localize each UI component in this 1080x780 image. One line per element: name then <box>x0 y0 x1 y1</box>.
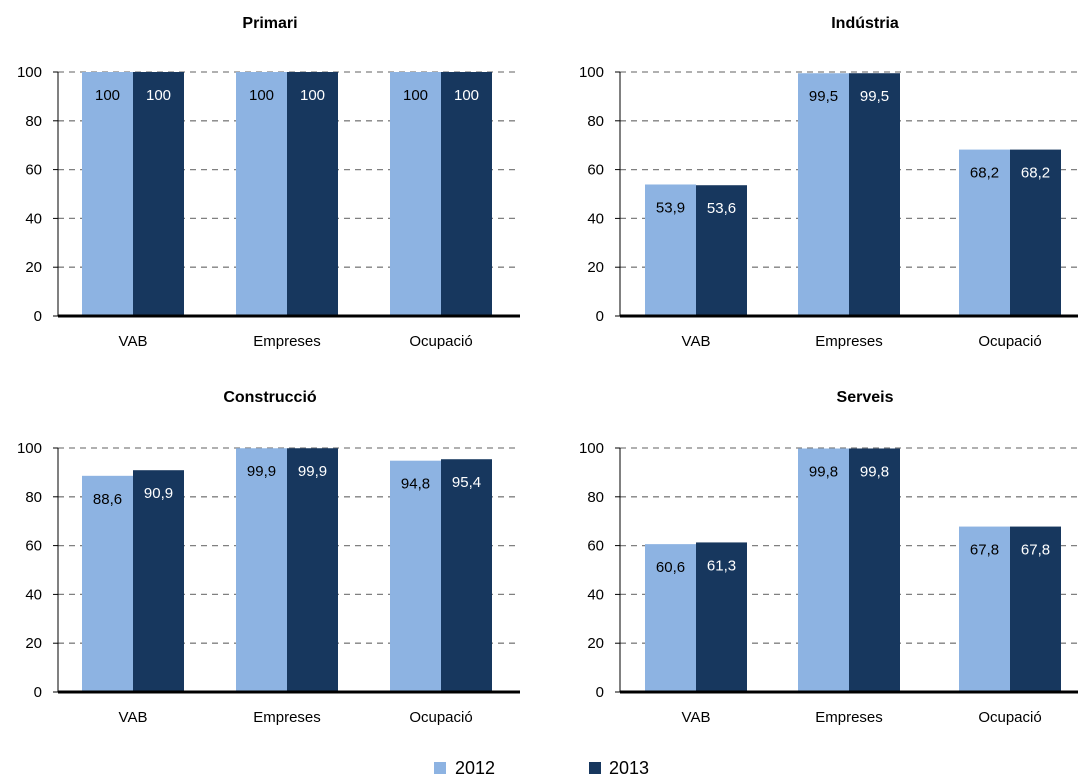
legend-swatch-2013 <box>589 762 601 774</box>
y-tick-label: 80 <box>25 113 42 130</box>
bar-2012 <box>236 72 287 316</box>
data-label: 99,9 <box>247 463 276 480</box>
data-label: 68,2 <box>1021 165 1050 182</box>
chart-panel: Serveis 0 20 40 60 80 100 60,6 61,3 VAB 99,8 99,8 Em… <box>579 389 1078 726</box>
y-tick-label: 100 <box>579 64 604 81</box>
bar-2012 <box>645 184 696 316</box>
data-label: 95,4 <box>452 474 481 491</box>
bar-2012 <box>82 475 133 692</box>
data-label: 53,9 <box>656 199 685 216</box>
bar-2012 <box>959 149 1010 316</box>
bar-2013 <box>696 542 747 692</box>
y-tick-label: 60 <box>587 538 604 555</box>
bar-2012 <box>798 448 849 692</box>
y-tick-label: 20 <box>587 635 604 652</box>
chart-panel: Indústria 0 20 40 60 80 100 53,9 53,6 VAB 99,5 99,5… <box>579 15 1078 350</box>
data-label: 88,6 <box>93 491 122 508</box>
data-label: 99,8 <box>860 463 889 480</box>
data-label: 60,6 <box>656 559 685 576</box>
category-label: VAB <box>682 709 711 726</box>
bar-2013 <box>1010 526 1061 692</box>
y-tick-label: 80 <box>587 113 604 130</box>
y-tick-label: 100 <box>579 440 604 457</box>
y-tick-label: 0 <box>596 684 604 701</box>
data-label: 100 <box>403 87 428 104</box>
bar-2013 <box>287 448 338 692</box>
y-tick-label: 20 <box>25 635 42 652</box>
category-label: VAB <box>682 333 711 350</box>
bar-2012 <box>645 544 696 692</box>
data-label: 67,8 <box>970 542 999 559</box>
category-label: VAB <box>119 709 148 726</box>
bar-2013 <box>441 459 492 692</box>
data-label: 100 <box>300 87 325 104</box>
bar-2012 <box>959 526 1010 692</box>
y-tick-label: 60 <box>587 162 604 179</box>
bar-2012 <box>236 448 287 692</box>
category-label: Ocupació <box>409 333 472 350</box>
chart-title: Serveis <box>837 389 894 406</box>
chart-title: Primari <box>242 15 297 32</box>
y-tick-label: 0 <box>34 308 42 325</box>
data-label: 100 <box>95 87 120 104</box>
data-label: 99,8 <box>809 463 838 480</box>
bar-2012 <box>82 72 133 316</box>
y-tick-label: 0 <box>34 684 42 701</box>
category-label: Ocupació <box>978 333 1041 350</box>
data-label: 100 <box>249 87 274 104</box>
category-label: Ocupació <box>409 709 472 726</box>
bar-2013 <box>849 448 900 692</box>
charts-grid: Primari 0 20 40 60 80 100 100 100 VAB 100 100 Empres… <box>17 15 1078 726</box>
legend-swatch-2012 <box>434 762 446 774</box>
y-tick-label: 20 <box>25 259 42 276</box>
bar-2012 <box>390 72 441 316</box>
bar-2013 <box>133 470 184 692</box>
chart-panel: Primari 0 20 40 60 80 100 100 100 VAB 100 100 Empres… <box>17 15 520 350</box>
y-tick-label: 40 <box>25 210 42 227</box>
y-tick-label: 80 <box>587 489 604 506</box>
chart-title: Construcció <box>223 389 317 406</box>
category-label: Ocupació <box>978 709 1041 726</box>
data-label: 99,9 <box>298 463 327 480</box>
y-tick-label: 100 <box>17 64 42 81</box>
data-label: 67,8 <box>1021 542 1050 559</box>
chart-title: Indústria <box>831 15 899 32</box>
data-label: 94,8 <box>401 476 430 493</box>
category-label: Empreses <box>815 333 883 350</box>
data-label: 53,6 <box>707 200 736 217</box>
bar-2013 <box>1010 149 1061 316</box>
data-label: 99,5 <box>860 88 889 105</box>
y-tick-label: 60 <box>25 162 42 179</box>
bar-2013 <box>287 72 338 316</box>
y-tick-label: 100 <box>17 440 42 457</box>
chart-panel: Construcció 0 20 40 60 80 100 88,6 90,9 VAB 99,9 99… <box>17 389 520 726</box>
data-label: 100 <box>454 87 479 104</box>
y-tick-label: 60 <box>25 538 42 555</box>
bar-2012 <box>798 73 849 316</box>
category-label: VAB <box>119 333 148 350</box>
bar-2013 <box>441 72 492 316</box>
y-tick-label: 20 <box>587 259 604 276</box>
y-tick-label: 80 <box>25 489 42 506</box>
legend: 2012 2013 <box>434 758 649 778</box>
data-label: 99,5 <box>809 88 838 105</box>
category-label: Empreses <box>253 333 321 350</box>
bar-2013 <box>133 72 184 316</box>
bar-2013 <box>849 73 900 316</box>
data-label: 68,2 <box>970 165 999 182</box>
data-label: 90,9 <box>144 485 173 502</box>
data-label: 61,3 <box>707 557 736 574</box>
y-tick-label: 40 <box>25 586 42 603</box>
data-label: 100 <box>146 87 171 104</box>
y-tick-label: 40 <box>587 586 604 603</box>
y-tick-label: 0 <box>596 308 604 325</box>
category-label: Empreses <box>253 709 321 726</box>
category-label: Empreses <box>815 709 883 726</box>
bar-2012 <box>390 460 441 692</box>
legend-label-2013: 2013 <box>609 758 649 778</box>
bar-2013 <box>696 185 747 316</box>
y-tick-label: 40 <box>587 210 604 227</box>
legend-label-2012: 2012 <box>455 758 495 778</box>
